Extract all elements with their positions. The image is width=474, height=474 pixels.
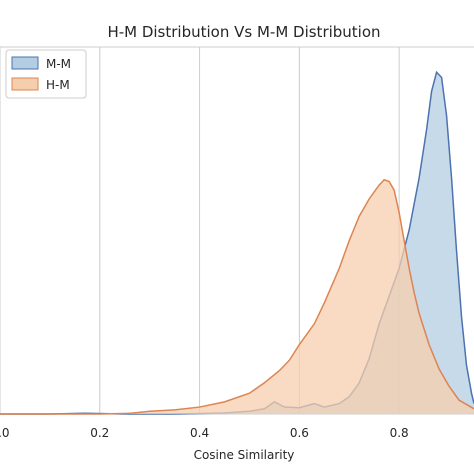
x-tick-label: 0.6 xyxy=(290,426,309,440)
x-tick-label: 0.8 xyxy=(390,426,409,440)
line-h-m xyxy=(0,178,474,415)
legend-label-m-m: M-M xyxy=(46,57,71,71)
area-h-m xyxy=(0,179,474,414)
x-tick-labels: 0.0 0.2 0.4 0.6 0.8 xyxy=(0,426,409,440)
legend-label-h-m: H-M xyxy=(46,78,70,92)
legend-swatch-h-m xyxy=(11,77,39,91)
series-areas xyxy=(0,70,474,415)
legend: M-M H-M xyxy=(5,49,87,99)
chart-title: H-M Distribution Vs M-M Distribution xyxy=(107,23,380,41)
x-tick-label: 0.2 xyxy=(90,426,109,440)
legend-swatch-m-m xyxy=(11,56,39,70)
x-tick-label: 0.4 xyxy=(190,426,209,440)
x-tick-label: 0.0 xyxy=(0,426,10,440)
x-axis-label: Cosine Similarity xyxy=(194,448,295,462)
